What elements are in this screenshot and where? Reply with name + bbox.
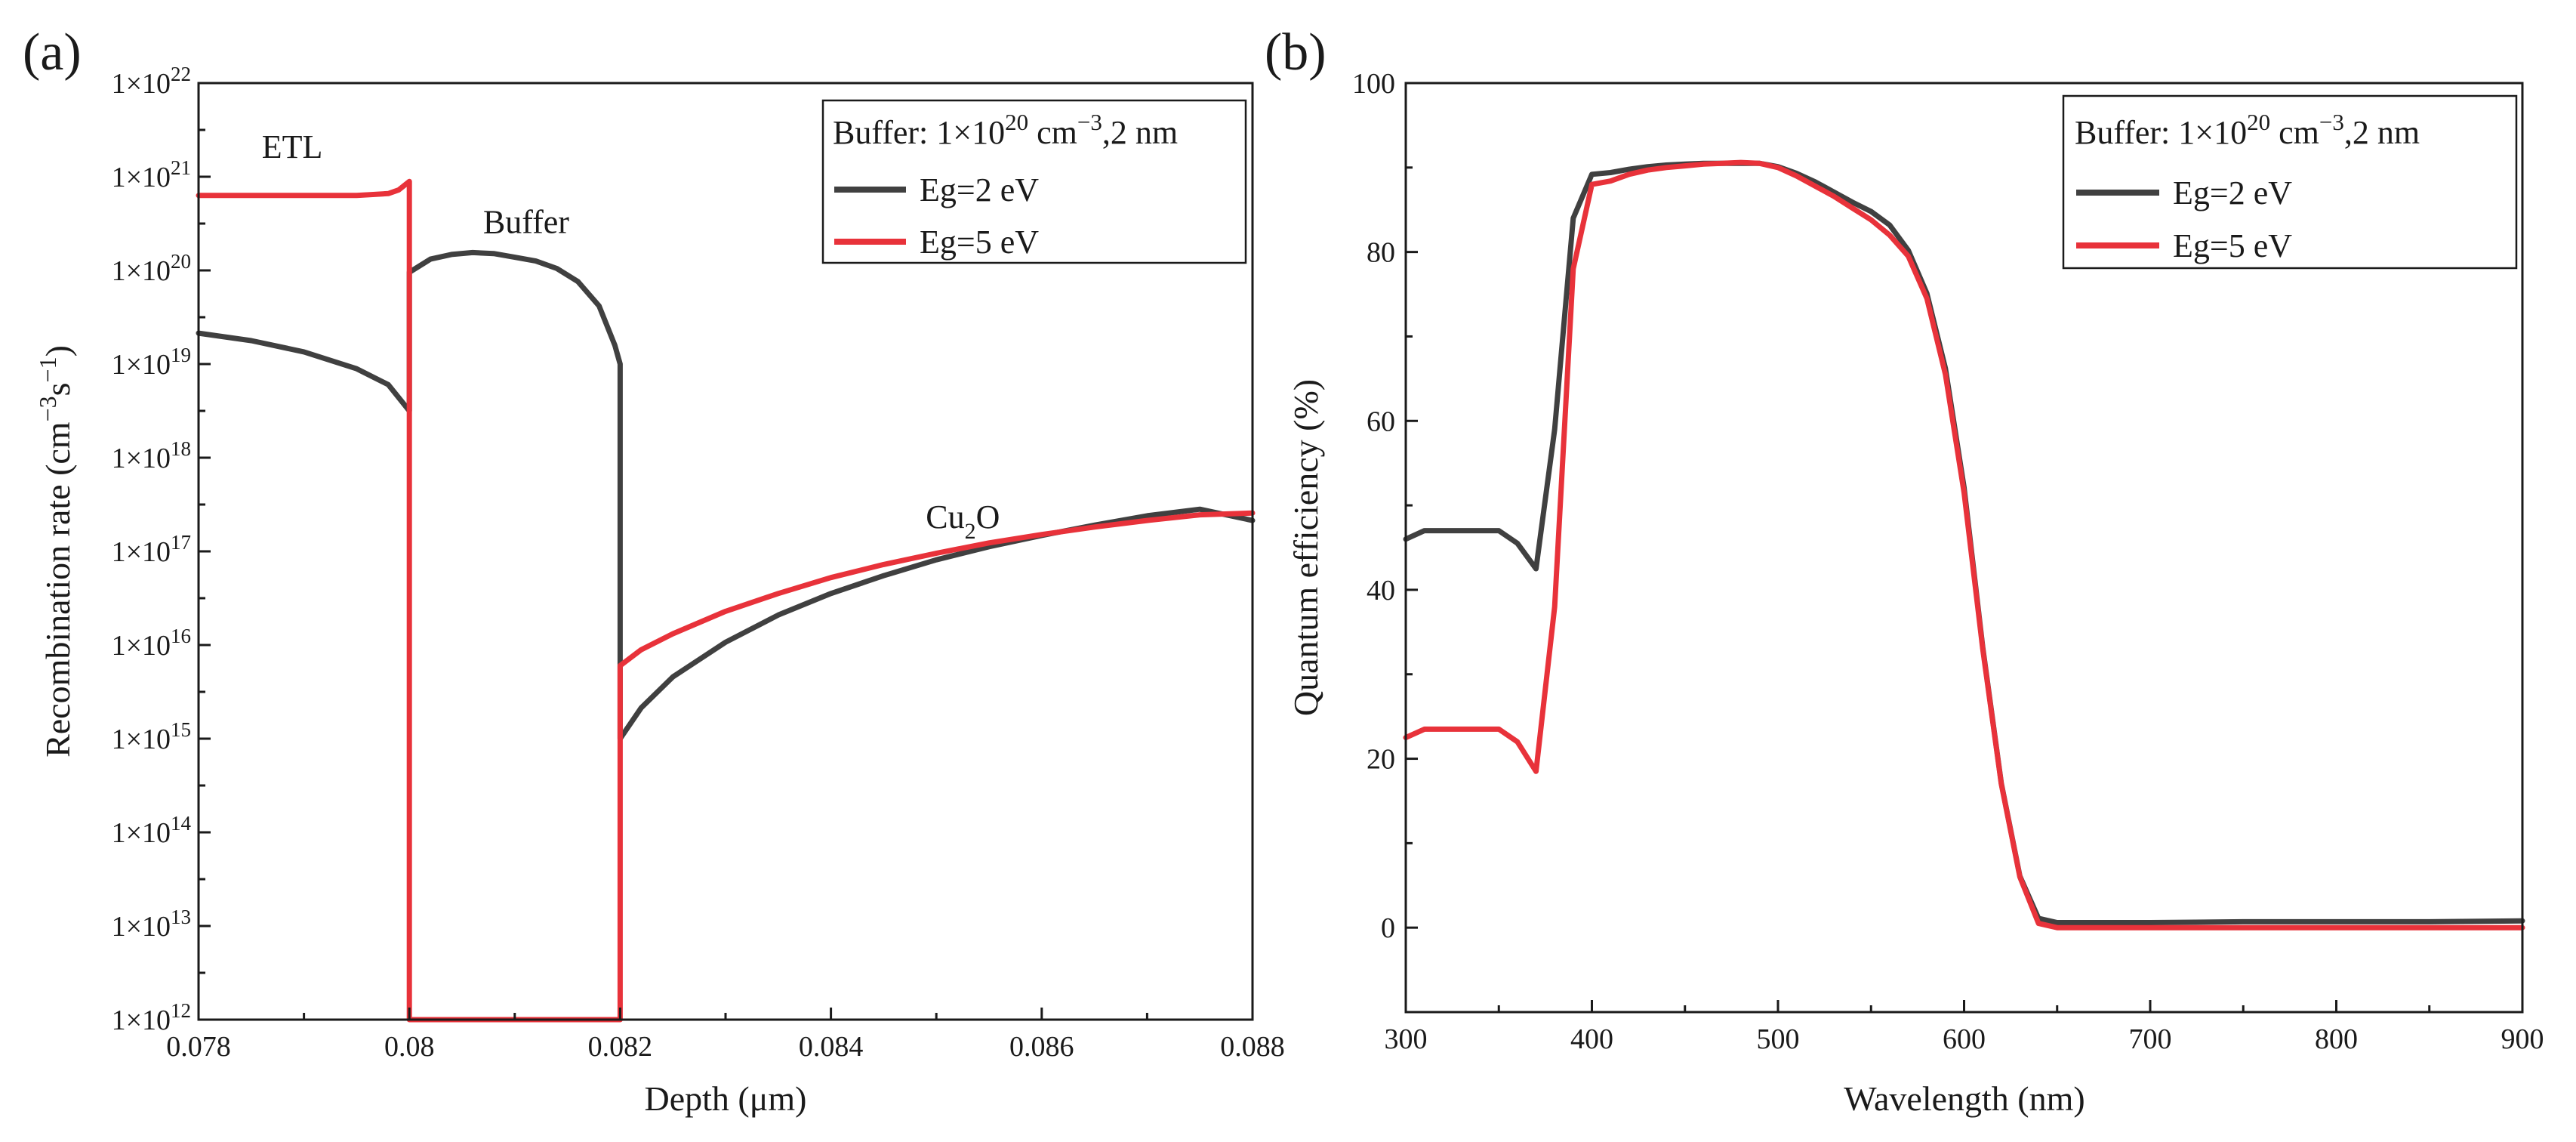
panel-a-x-tick-label-5: 0.088 (1220, 1031, 1285, 1063)
panel-a-y-tick-label-17: 1×1017 (112, 531, 191, 568)
panel-a-x-tick-label-4: 0.086 (1009, 1031, 1074, 1063)
panel-b-legend-title-mid: cm (2270, 114, 2319, 151)
panel-b-legend-label-eg2: Eg=2 eV (2173, 174, 2292, 211)
panel-a-legend-title-sup: 20 (1005, 109, 1028, 135)
panel-b-legend-title-pre: Buffer: 1×10 (2075, 114, 2247, 151)
panel-a-plot-area (196, 178, 1256, 1023)
panel-a-x-tick-label-2: 0.082 (588, 1031, 653, 1063)
panel-b-y-tick-label-3: 60 (1367, 406, 1395, 437)
panel-a-legend-title-pre: Buffer: 1×10 (833, 114, 1005, 151)
annotation-buffer: Buffer (483, 203, 569, 240)
panel-b-x-tick-label-6: 900 (2501, 1023, 2544, 1055)
panel-b-y-axis-title: Quantum efficiency (%) (1286, 379, 1325, 716)
panel-b-legend-title-post: ,2 nm (2344, 114, 2420, 151)
panel-b-legend-title: Buffer: 1×1020 cm−3,2 nm (2075, 109, 2420, 151)
panel-a-y-tick-label-20: 1×1020 (112, 250, 191, 287)
panel-b-y-tick-label-0: 0 (1381, 912, 1395, 944)
panel-a-x-tick-label-0: 0.078 (166, 1031, 231, 1063)
panel-a-y-tick-label-18: 1×1018 (112, 437, 191, 474)
panel-b-y-tick-label-2: 40 (1367, 575, 1395, 606)
panel-a-annotations: ETL Buffer Cu2O (262, 128, 1000, 544)
panel-a-y-tick-label-13: 1×1013 (112, 906, 191, 943)
panel-a-label: (a) (23, 23, 82, 82)
panel-b-legend-box (2062, 94, 2518, 270)
annotation-etl: ETL (262, 128, 323, 165)
panel-b-label: (b) (1265, 23, 1327, 82)
panel-a: (a) 1×1012 1×1013 1×1014 1×1015 1×1016 1×1017… (23, 23, 1285, 1118)
panel-a-legend-title-sup2: −3 (1077, 109, 1102, 135)
panel-a-x-tick-label-3: 0.084 (799, 1031, 864, 1063)
panel-a-y-tick-label-22: 1×1022 (112, 63, 191, 100)
panel-a-legend-title-post: ,2 nm (1102, 114, 1178, 151)
panel-b-legend-label-eg5: Eg=5 eV (2173, 227, 2292, 264)
panel-b-y-tick-label-1: 20 (1367, 744, 1395, 776)
panel-a-x-axis: 0.078 0.08 0.082 0.084 0.086 0.088 (166, 1008, 1285, 1063)
panel-a-x-tick-label-1: 0.08 (384, 1031, 435, 1063)
panel-a-ylabel-sup1: −3 (34, 396, 61, 421)
panel-b: (b) 0 20 40 60 80 100 300 400 500 600 700 800 900 W… (1265, 23, 2544, 1118)
panel-b-x-tick-label-4: 700 (2129, 1023, 2172, 1055)
panel-a-y-tick-label-15: 1×1015 (112, 718, 191, 755)
panel-b-x-tick-label-5: 800 (2315, 1023, 2358, 1055)
panel-b-series-eg5 (1403, 159, 2525, 931)
panel-a-legend-label-eg2: Eg=2 eV (920, 171, 1039, 208)
panel-b-x-axis: 300 400 500 600 700 800 900 (1385, 1000, 2544, 1055)
panel-a-ylabel-end: ) (39, 345, 77, 356)
panel-b-plot-area (1403, 159, 2525, 931)
panel-a-legend-title-mid: cm (1028, 114, 1077, 151)
panel-b-legend-title-sup2: −3 (2319, 109, 2344, 135)
panel-a-y-axis-title: Recombination rate (cm−3s−1) (34, 345, 77, 758)
panel-a-ylabel-main: Recombination rate (cm (39, 421, 77, 758)
panel-a-y-tick-label-16: 1×1016 (112, 625, 191, 662)
annotation-cu2o-post: O (976, 498, 1000, 536)
panel-b-y-axis: 0 20 40 60 80 100 (1352, 68, 1418, 1014)
annotation-cu2o-main: Cu (926, 498, 964, 536)
panel-b-x-tick-label-1: 400 (1570, 1023, 1613, 1055)
panel-a-ylabel-sup2: −1 (34, 356, 61, 382)
panel-b-y-tick-label-4: 80 (1367, 237, 1395, 269)
panel-a-y-tick-label-14: 1×1014 (112, 812, 192, 849)
panel-a-y-tick-label-19: 1×1019 (112, 344, 191, 381)
panel-a-legend-title: Buffer: 1×1020 cm−3,2 nm (833, 109, 1178, 151)
panel-a-x-axis-title: Depth (μm) (645, 1079, 807, 1118)
panel-a-y-axis: 1×1012 1×1013 1×1014 1×1015 1×1016 1×1017 1×10… (112, 63, 211, 1036)
panel-a-legend: Buffer: 1×1020 cm−3,2 nm Eg=2 eV Eg=5 eV (821, 99, 1247, 264)
panel-b-x-tick-label-2: 500 (1757, 1023, 1800, 1055)
panel-a-series-eg5 (196, 178, 1256, 1023)
annotation-cu2o-sub: 2 (965, 519, 976, 544)
panel-a-ylabel-mid: s (39, 382, 77, 396)
panel-a-y-tick-label-21: 1×1021 (112, 156, 191, 193)
annotation-cu2o: Cu2O (926, 498, 1000, 544)
panel-b-legend: Buffer: 1×1020 cm−3,2 nm Eg=2 eV Eg=5 eV (2062, 94, 2518, 270)
panel-b-x-axis-title: Wavelength (nm) (1844, 1079, 2085, 1118)
panel-b-x-tick-label-3: 600 (1943, 1023, 1986, 1055)
panel-b-x-tick-label-0: 300 (1385, 1023, 1428, 1055)
panel-a-y-tick-label-12: 1×1012 (112, 999, 191, 1036)
panel-b-legend-title-sup: 20 (2247, 109, 2270, 135)
panel-a-legend-label-eg5: Eg=5 eV (920, 224, 1039, 261)
panel-a-legend-box (821, 99, 1247, 264)
panel-b-y-tick-label-5: 100 (1352, 68, 1395, 100)
